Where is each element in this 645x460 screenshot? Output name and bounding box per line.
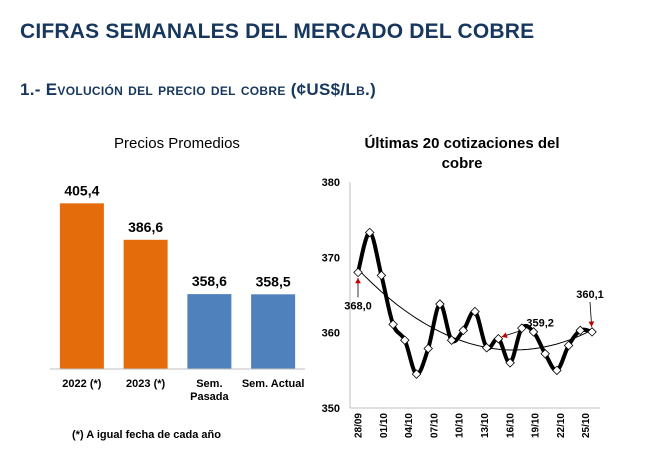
footnote: (*) A igual fecha de cada año [72, 429, 221, 441]
data-point-0 [353, 267, 363, 278]
data-point-8 [446, 335, 457, 345]
bar-0 [59, 203, 104, 369]
line-chart-title-1: cobre [442, 155, 483, 172]
section-title: 1.- Evolución del precio del cobre (¢US$… [20, 80, 377, 99]
annotation-label-0: 368,0 [344, 300, 372, 312]
data-point-19 [575, 325, 586, 336]
bar-category-label-2-1: Pasada [190, 391, 229, 403]
x-tick-label-7: 19/10 [531, 413, 542, 438]
bar-category-label-1: 2023 (*) [126, 378, 165, 390]
data-point-9 [458, 325, 469, 336]
data-point-15 [528, 327, 539, 337]
bar-1 [123, 239, 168, 369]
data-point-6 [423, 343, 433, 354]
data-point-18 [563, 340, 574, 351]
bar-chart-title: Precios Promedios [114, 135, 240, 152]
x-tick-label-6: 16/10 [505, 413, 516, 438]
data-point-11 [481, 342, 492, 353]
data-point-7 [435, 299, 445, 309]
y-tick-label-0: 350 [322, 403, 340, 415]
bar-value-label-0: 405,4 [64, 182, 99, 198]
bar-category-label-0: 2022 (*) [62, 378, 101, 390]
data-point-20 [587, 327, 597, 337]
data-point-2 [376, 270, 387, 281]
bar-value-label-1: 386,6 [128, 219, 163, 235]
data-point-10 [470, 306, 480, 317]
data-point-5 [411, 369, 422, 379]
bar-value-label-2: 358,6 [192, 273, 227, 289]
data-point-16 [540, 348, 550, 359]
line-chart-title: Últimas 20 cotizaciones del [364, 134, 559, 152]
x-tick-label-0: 28/09 [354, 413, 365, 438]
y-tick-label-1: 360 [322, 328, 340, 340]
bar-3 [251, 294, 296, 369]
x-tick-label-2: 04/10 [404, 413, 415, 438]
annotation-arrow-1 [501, 332, 508, 338]
annotation-label-1: 359,2 [526, 318, 554, 330]
y-tick-label-2: 370 [322, 252, 340, 264]
data-point-14 [517, 323, 527, 333]
data-point-13 [505, 358, 515, 368]
x-tick-label-4: 10/10 [455, 413, 466, 438]
x-tick-label-9: 25/10 [581, 413, 592, 438]
trendline [357, 268, 593, 351]
bar-category-label-3: Sem. Actual [242, 378, 305, 390]
data-point-1 [364, 227, 375, 238]
page-title: CIFRAS SEMANALES DEL MERCADO DEL COBRE [20, 20, 535, 43]
x-tick-label-1: 01/10 [379, 413, 390, 438]
y-tick-label-3: 380 [322, 177, 340, 189]
data-point-3 [388, 319, 398, 330]
data-point-12 [493, 333, 504, 344]
price-line [356, 230, 593, 377]
bar-2 [187, 294, 232, 369]
bar-category-label-2: Sem. [196, 378, 222, 390]
annotation-arrow-0 [355, 277, 361, 284]
x-tick-label-5: 13/10 [480, 413, 491, 438]
annotation-label-2: 360,1 [576, 289, 604, 301]
x-tick-label-3: 07/10 [429, 413, 440, 438]
annotation-arrow-2 [588, 321, 595, 327]
data-point-4 [400, 335, 410, 345]
data-point-17 [552, 365, 562, 376]
bar-value-label-3: 358,5 [256, 273, 291, 289]
x-tick-label-8: 22/10 [556, 413, 567, 438]
